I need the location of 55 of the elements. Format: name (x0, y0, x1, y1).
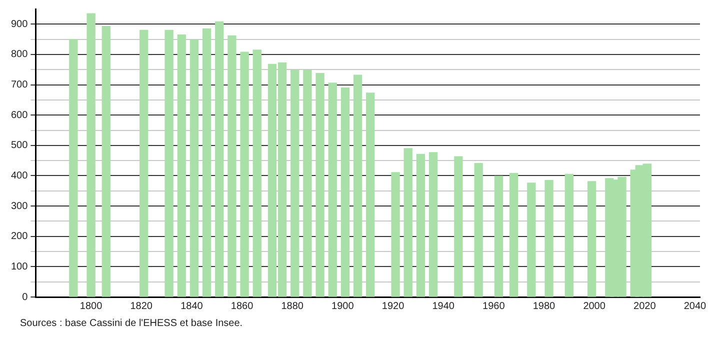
bar (202, 28, 212, 297)
x-tick-label: 1980 (532, 300, 556, 312)
bar (303, 70, 312, 297)
x-tick-label: 1800 (80, 300, 103, 312)
bar (190, 40, 199, 297)
bar (340, 87, 350, 297)
y-tick-label: 500 (10, 140, 28, 152)
x-tick-label: 1820 (130, 300, 153, 312)
source-note: Sources : base Cassini de l'EHESS et base Insee. (20, 318, 243, 329)
bar (366, 92, 375, 297)
y-tick-label: 900 (10, 18, 28, 30)
bar (416, 154, 426, 297)
x-tick-label: 1920 (382, 300, 405, 312)
bar (215, 21, 224, 297)
bar (428, 152, 438, 297)
bar (353, 74, 362, 297)
bar (527, 182, 536, 297)
bar (474, 162, 483, 297)
bar (544, 180, 554, 297)
y-tick-label: 100 (10, 261, 28, 272)
bar (102, 26, 110, 297)
bar (404, 148, 412, 297)
bar (252, 50, 262, 297)
y-tick-label: 400 (10, 170, 28, 182)
bar (494, 176, 504, 297)
bar (164, 30, 174, 297)
x-tick-label: 1840 (180, 300, 204, 312)
bar (140, 30, 148, 297)
bar (391, 172, 400, 297)
x-tick-label: 1940 (432, 300, 455, 312)
bar (177, 34, 186, 297)
x-tick-label: 1900 (332, 300, 354, 312)
x-tick-label: 2000 (583, 300, 606, 312)
x-tick-label: 1960 (482, 300, 506, 312)
x-tick-label: 1860 (230, 300, 254, 312)
bar (240, 52, 249, 297)
y-tick-label: 0 (22, 292, 28, 303)
bar (290, 70, 300, 297)
bar (587, 181, 596, 297)
x-tick-label: 2020 (634, 300, 656, 312)
y-tick-label: 700 (10, 80, 28, 91)
bar (69, 38, 78, 297)
y-tick-label: 300 (10, 200, 28, 212)
bar (86, 13, 96, 297)
x-tick-label: 2040 (684, 300, 707, 312)
y-tick-label: 800 (10, 49, 28, 60)
y-tick-label: 200 (10, 231, 28, 242)
bar (316, 72, 324, 297)
bar (328, 82, 337, 297)
y-tick-label: 600 (10, 110, 28, 121)
bar (509, 172, 518, 297)
bar (564, 174, 574, 297)
bar (228, 35, 236, 297)
bar (454, 156, 463, 297)
x-tick-label: 1880 (281, 300, 304, 312)
